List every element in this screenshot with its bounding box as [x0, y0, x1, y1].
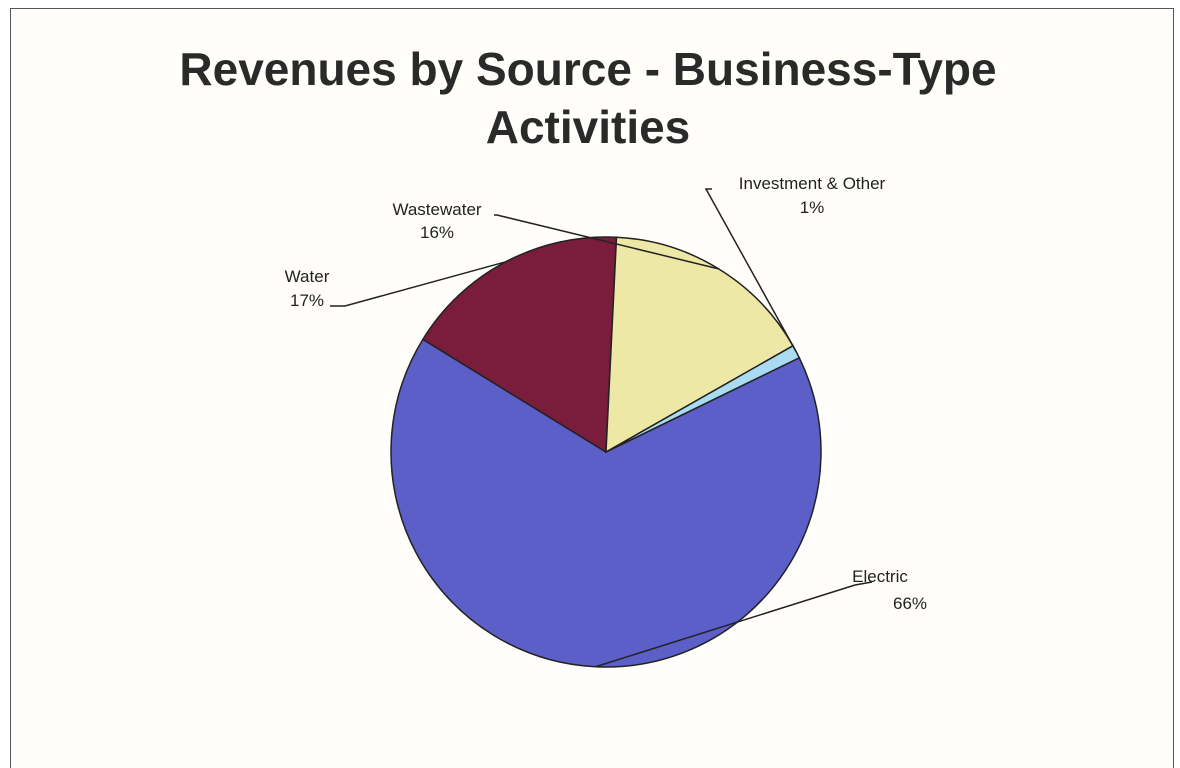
- leader-line: [330, 261, 506, 307]
- leader-line: [494, 214, 719, 270]
- label-water-name: Water: [285, 267, 330, 286]
- pie-slices: [390, 236, 822, 668]
- label-investment-pct: 1%: [800, 198, 825, 217]
- label-electric-pct: 66%: [893, 594, 927, 613]
- chart-title-line-1: Revenues by Source - Business-Type: [179, 43, 997, 95]
- label-wastewater-name: Wastewater: [392, 200, 481, 219]
- label-electric-name: Electric: [852, 567, 908, 586]
- chart-title: Revenues by Source - Business-Type Activ…: [0, 40, 1176, 156]
- leader-line: [704, 188, 797, 353]
- leader-lines: [330, 188, 873, 668]
- leader-line: [595, 581, 873, 668]
- label-investment-name: Investment & Other: [739, 174, 886, 193]
- label-water-pct: 17%: [290, 291, 324, 310]
- label-wastewater-pct: 16%: [420, 223, 454, 242]
- chart-title-line-2: Activities: [485, 101, 691, 153]
- slice-water: [421, 236, 618, 454]
